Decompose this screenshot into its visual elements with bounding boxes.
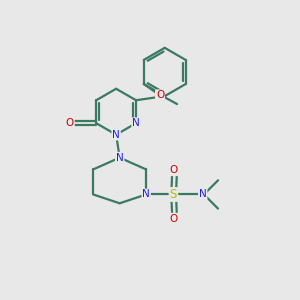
Text: N: N (199, 190, 207, 200)
Text: N: N (132, 118, 140, 128)
Text: O: O (170, 214, 178, 224)
Text: O: O (156, 90, 164, 100)
Text: S: S (169, 188, 177, 201)
Text: O: O (66, 118, 74, 128)
Text: N: N (116, 153, 124, 163)
Text: N: N (112, 130, 120, 140)
Text: N: N (142, 190, 150, 200)
Text: O: O (170, 165, 178, 175)
